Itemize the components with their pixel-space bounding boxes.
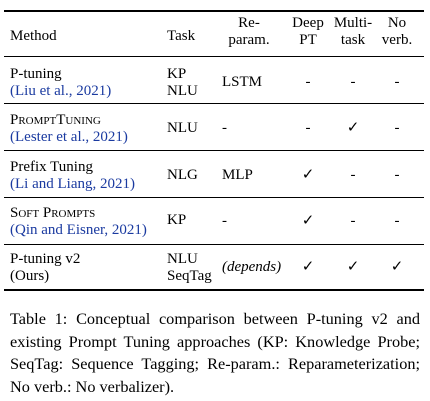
row-reparam: MLP xyxy=(222,167,253,183)
table-caption: Table 1: Conceptual comparison between P… xyxy=(10,309,420,396)
row-no-verb: - xyxy=(394,74,400,90)
row-task: NLU xyxy=(167,120,198,136)
row-task: KP xyxy=(167,66,187,82)
row-method: PromptTuning xyxy=(10,112,101,128)
table-header-rule xyxy=(4,56,424,57)
row-multi-task: - xyxy=(350,167,356,183)
table-row-rule xyxy=(4,244,424,245)
table-bottom-rule xyxy=(4,289,424,291)
table-top-rule xyxy=(4,10,424,12)
row-reparam: LSTM xyxy=(222,74,263,90)
table-row-rule xyxy=(4,197,424,198)
row-method: Prefix Tuning xyxy=(10,159,93,175)
row-task: SeqTag xyxy=(167,268,212,284)
row-no-verb: ✓ xyxy=(390,259,404,275)
row-reparam: - xyxy=(222,213,227,229)
row-deep-pt: ✓ xyxy=(301,167,315,183)
table-row-rule xyxy=(4,103,424,104)
header-deep-pt: Deep PT xyxy=(292,15,324,48)
row-method: P-tuning v2 xyxy=(10,251,81,267)
row-multi-task: ✓ xyxy=(346,120,360,136)
row-no-verb: - xyxy=(394,167,400,183)
row-method: Soft Prompts xyxy=(10,205,96,221)
row-task: NLU xyxy=(167,251,198,267)
row-reparam: (depends) xyxy=(222,259,282,275)
row-task: NLU xyxy=(167,83,198,99)
row-deep-pt: ✓ xyxy=(301,213,315,229)
row-reparam: - xyxy=(222,120,227,136)
header-reparam: Re- param. xyxy=(228,15,270,48)
row-multi-task: - xyxy=(350,74,356,90)
header-method: Method xyxy=(10,28,57,44)
row-multi-task: - xyxy=(350,213,356,229)
row-task: NLG xyxy=(167,167,198,183)
row-method: P-tuning xyxy=(10,66,62,82)
row-no-verb: - xyxy=(394,120,400,136)
row-citation[interactable]: (Li and Liang, 2021) xyxy=(10,176,135,192)
row-citation[interactable]: (Liu et al., 2021) xyxy=(10,83,112,99)
row-deep-pt: ✓ xyxy=(301,259,315,275)
row-citation[interactable]: (Qin and Eisner, 2021) xyxy=(10,222,147,238)
row-citation: (Ours) xyxy=(10,268,50,284)
row-no-verb: - xyxy=(394,213,400,229)
row-task: KP xyxy=(167,212,187,228)
header-multi-task: Multi- task xyxy=(333,15,373,48)
row-deep-pt: - xyxy=(305,74,311,90)
header-task: Task xyxy=(167,28,196,44)
row-citation[interactable]: (Lester et al., 2021) xyxy=(10,129,128,145)
header-no-verb: No verb. xyxy=(381,15,413,48)
row-multi-task: ✓ xyxy=(346,259,360,275)
table-row-rule xyxy=(4,150,424,151)
row-deep-pt: - xyxy=(305,120,311,136)
